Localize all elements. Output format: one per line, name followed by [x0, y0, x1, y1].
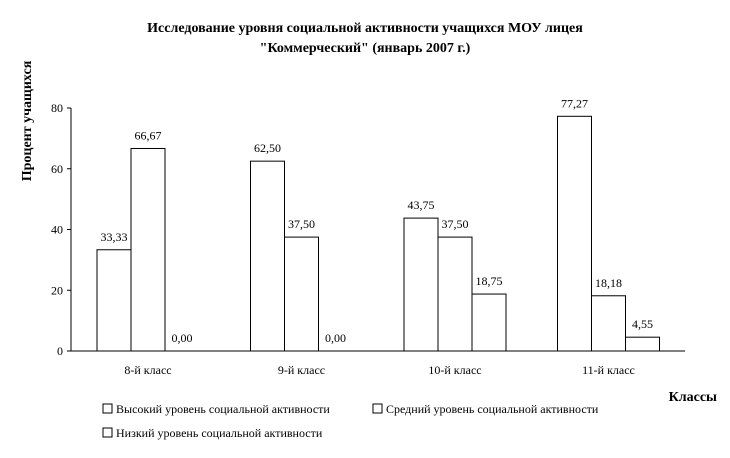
bar	[591, 295, 626, 352]
bar	[437, 236, 473, 352]
data-label: 37,50	[442, 217, 469, 231]
legend-swatch	[372, 403, 383, 414]
y-tick-label: 0	[57, 344, 63, 358]
data-label: 0,00	[172, 331, 193, 345]
data-label: 66,67	[135, 128, 162, 142]
x-tick-label: 8-й класс	[124, 363, 171, 377]
bar	[471, 293, 507, 352]
data-label: 0,00	[325, 331, 346, 345]
chart-title: Исследование уровня социальной активност…	[147, 21, 583, 56]
data-label: 62,50	[254, 141, 281, 155]
data-label: 33,33	[101, 230, 128, 244]
data-label: 4,55	[632, 317, 653, 331]
data-label: 77,27	[561, 96, 588, 110]
y-tick-label: 60	[51, 162, 63, 176]
data-label: 37,50	[288, 217, 315, 231]
y-tick-label: 80	[51, 101, 63, 115]
bar	[403, 217, 439, 352]
x-tick-label: 9-й класс	[278, 363, 325, 377]
x-tick-label: 10-й класс	[428, 363, 481, 377]
title-line-2: "Коммерческий" (январь 2007 г.)	[260, 41, 471, 56]
x-axis-title: Классы	[669, 390, 717, 405]
bar	[250, 160, 285, 352]
y-tick-label: 40	[51, 223, 63, 237]
x-tick-label: 11-й класс	[582, 363, 635, 377]
y-tick-label: 20	[51, 283, 63, 297]
bar	[130, 147, 166, 352]
bar	[625, 336, 660, 352]
legend-label: Средний уровень социальной активности	[386, 402, 599, 416]
bar	[557, 115, 592, 352]
data-label: 18,75	[476, 274, 503, 288]
legend-swatch	[102, 403, 113, 414]
bar	[96, 249, 132, 352]
legend-item: Низкий уровень социальной активности	[102, 426, 323, 440]
data-label: 18,18	[595, 276, 622, 290]
legend: Высокий уровень социальной активности Сре…	[102, 402, 599, 440]
y-axis-title: Процент учащихся	[20, 60, 35, 181]
title-line-1: Исследование уровня социальной активност…	[147, 21, 583, 36]
legend-label: Высокий уровень социальной активности	[116, 402, 330, 416]
legend-item: Высокий уровень социальной активности	[102, 402, 330, 416]
bar	[284, 236, 319, 352]
legend-item: Средний уровень социальной активности	[372, 402, 599, 416]
data-label: 43,75	[408, 198, 435, 212]
legend-swatch	[102, 427, 113, 438]
legend-label: Низкий уровень социальной активности	[116, 426, 323, 440]
plot-area: 0 20 40 60 80 33,33 66,67 0,00 8-й класс 62,50 37,…	[51, 96, 685, 377]
